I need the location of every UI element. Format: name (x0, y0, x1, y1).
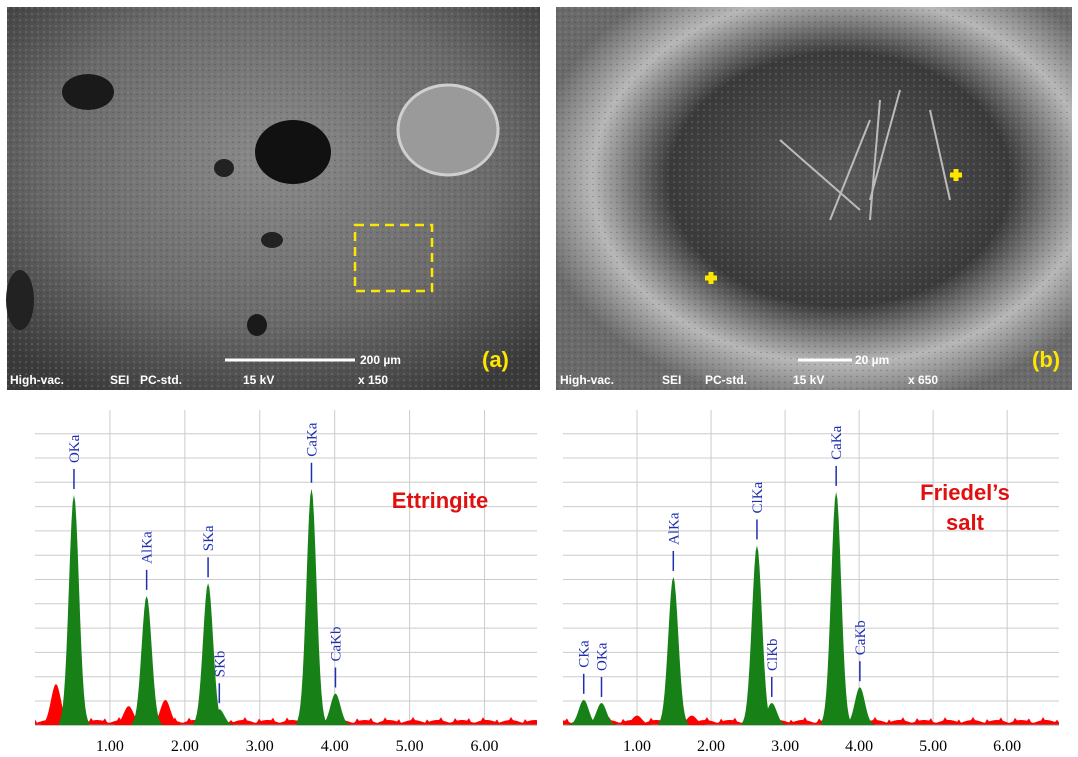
peak-label: CKa (577, 640, 593, 668)
scale-bar-label: 200 µm (360, 353, 401, 367)
x-tick-label: 4.00 (845, 738, 873, 755)
info-text: High-vac. (10, 373, 64, 387)
peak (296, 489, 326, 725)
annotation: Ettringite (360, 486, 520, 516)
x-tick-label: 3.00 (246, 738, 274, 755)
x-tick-label: 2.00 (697, 738, 725, 755)
peak-label: ClKb (765, 638, 781, 671)
x-tick-label: 5.00 (919, 738, 947, 755)
peak-label: CaKb (853, 620, 869, 655)
figure: 200 µm (a) High-vac. SEI PC-std. 15 kV x… (0, 0, 1078, 757)
peak-label: ClKa (750, 481, 766, 513)
info-text: x 650 (908, 373, 938, 387)
peak-label: SKa (201, 525, 217, 551)
x-tick-label: 1.00 (96, 738, 124, 755)
peak-label: OKa (67, 434, 83, 463)
peak-label: AlKa (666, 512, 682, 545)
x-tick-label: 4.00 (321, 738, 349, 755)
info-text: x 150 (358, 373, 388, 387)
info-text: PC-std. (705, 373, 747, 387)
peak (658, 577, 688, 725)
page: 200 µm (a) High-vac. SEI PC-std. 15 kV x… (0, 0, 1078, 757)
peak-label: OKa (594, 642, 610, 671)
panel-label: (b) (1032, 347, 1060, 372)
sem-image-b (556, 7, 1072, 390)
info-text: SEI (110, 373, 129, 387)
peak-label: CaKa (829, 425, 845, 459)
info-text: PC-std. (140, 373, 182, 387)
info-text: High-vac. (560, 373, 614, 387)
peak-label: CaKb (328, 627, 344, 662)
peak (821, 492, 851, 725)
peak (59, 495, 89, 725)
panel-label: (a) (482, 347, 509, 372)
info-text: 15 kV (243, 373, 274, 387)
x-tick-label: 1.00 (623, 738, 651, 755)
peak (742, 545, 772, 725)
x-tick-label: 6.00 (993, 738, 1021, 755)
sem-image-a (6, 7, 540, 390)
x-tick-label: 3.00 (771, 738, 799, 755)
peak (132, 596, 162, 725)
peak-label: AlKa (140, 531, 156, 564)
peak-label: SKb (212, 651, 228, 678)
info-text: 15 kV (793, 373, 824, 387)
scale-bar-label: 20 µm (855, 353, 889, 367)
annotation: Friedel’s salt (905, 478, 1025, 538)
info-text: SEI (662, 373, 681, 387)
x-tick-label: 5.00 (396, 738, 424, 755)
x-tick-label: 6.00 (471, 738, 499, 755)
x-tick-label: 2.00 (171, 738, 199, 755)
peak-label: CaKa (304, 422, 320, 456)
